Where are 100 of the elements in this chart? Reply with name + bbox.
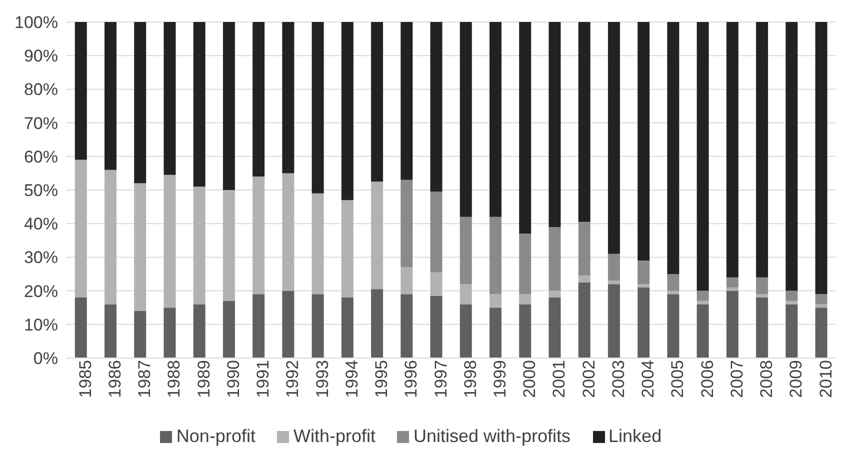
- bar: [193, 304, 206, 358]
- bar: [400, 294, 413, 358]
- bar: [312, 22, 324, 194]
- x-tick-label: 2000: [520, 360, 540, 398]
- bar: [400, 22, 413, 180]
- x-tick-label: 1997: [431, 360, 450, 398]
- y-tick-label: 20%: [24, 282, 58, 301]
- bar: [578, 22, 590, 222]
- bar: [460, 284, 472, 304]
- bar: [430, 272, 442, 296]
- bar: [815, 22, 828, 294]
- bar: [786, 304, 798, 358]
- bar: [667, 22, 680, 274]
- bar: [164, 174, 176, 308]
- x-tick-label: 1990: [224, 360, 243, 398]
- bar: [726, 22, 738, 278]
- x-tick-label: 2005: [668, 360, 688, 398]
- bar: [548, 290, 561, 298]
- bar: [74, 22, 87, 160]
- bar: [638, 22, 650, 261]
- bar: [104, 170, 116, 304]
- bar: [430, 22, 442, 192]
- bar: [519, 234, 532, 294]
- bar: [341, 200, 354, 298]
- bar: [430, 192, 442, 272]
- bar: [74, 298, 87, 358]
- bar: [548, 298, 561, 358]
- y-tick-label: 80%: [24, 80, 58, 100]
- x-tick-label: 2010: [816, 360, 836, 398]
- x-tick-label: 1988: [164, 360, 184, 398]
- legend-label: Non-profit: [176, 426, 256, 446]
- bar: [134, 310, 146, 358]
- y-tick-label: 100%: [14, 13, 58, 32]
- x-tick-label: 2008: [757, 360, 776, 398]
- bar: [608, 280, 620, 284]
- y-tick-label: 50%: [24, 181, 58, 200]
- x-tick-label: 2007: [727, 360, 746, 398]
- x-tick-label: 2002: [579, 360, 598, 398]
- bar: [400, 267, 413, 294]
- bar: [667, 294, 680, 358]
- x-tick-label: 2006: [698, 360, 717, 398]
- x-tick-label: 2009: [786, 360, 806, 398]
- bar: [193, 22, 206, 187]
- bar: [756, 22, 768, 278]
- bar: [341, 298, 354, 358]
- bar: [134, 22, 146, 184]
- bar: [815, 308, 828, 358]
- bar: [222, 300, 235, 358]
- bar: [548, 226, 561, 291]
- bar: [430, 296, 442, 358]
- bar: [638, 260, 650, 284]
- bar: [490, 294, 502, 308]
- bar: [371, 289, 384, 358]
- x-tick-label: 1985: [76, 360, 95, 398]
- bar: [460, 216, 472, 284]
- bar: [400, 180, 413, 268]
- legend-label: With-profit: [293, 426, 376, 446]
- bar: [164, 308, 176, 358]
- bar: [726, 290, 738, 358]
- bar: [460, 304, 472, 358]
- bar: [756, 277, 768, 294]
- x-tick-label: 1998: [460, 360, 480, 398]
- x-tick-label: 2004: [638, 360, 658, 398]
- x-tick-label: 1986: [105, 360, 124, 398]
- bar: [104, 304, 116, 358]
- bar: [164, 22, 176, 175]
- bar: [608, 254, 620, 281]
- bar: [756, 294, 768, 298]
- y-tick-label: 90%: [24, 46, 58, 66]
- x-tick-label: 1989: [194, 360, 214, 398]
- bar: [578, 276, 590, 282]
- bar: [519, 304, 532, 358]
- bar: [548, 22, 561, 227]
- bar: [222, 22, 235, 190]
- legend-label: Unitised with-profits: [413, 426, 571, 446]
- bar: [460, 22, 472, 217]
- bar: [134, 183, 146, 311]
- y-tick-label: 10%: [24, 315, 58, 334]
- x-tick-label: 1999: [490, 360, 510, 398]
- bar: [696, 290, 709, 301]
- bar: [341, 22, 354, 200]
- bar: [578, 222, 590, 276]
- bar: [608, 22, 620, 254]
- x-tick-label: 1993: [312, 360, 332, 398]
- legend-label: Linked: [608, 426, 662, 446]
- bar: [371, 182, 384, 290]
- bar: [696, 22, 709, 291]
- bar: [252, 22, 265, 177]
- bar: [490, 216, 502, 294]
- bar: [638, 287, 650, 358]
- x-tick-label: 2003: [608, 360, 628, 398]
- bar: [815, 294, 828, 304]
- y-tick-label: 0%: [33, 349, 58, 368]
- bar: [815, 304, 828, 308]
- x-tick-label: 2001: [550, 360, 569, 398]
- bar: [371, 22, 384, 182]
- bar: [726, 287, 738, 291]
- bar: [519, 22, 532, 234]
- x-tick-label: 1991: [254, 360, 273, 398]
- bar: [282, 173, 294, 291]
